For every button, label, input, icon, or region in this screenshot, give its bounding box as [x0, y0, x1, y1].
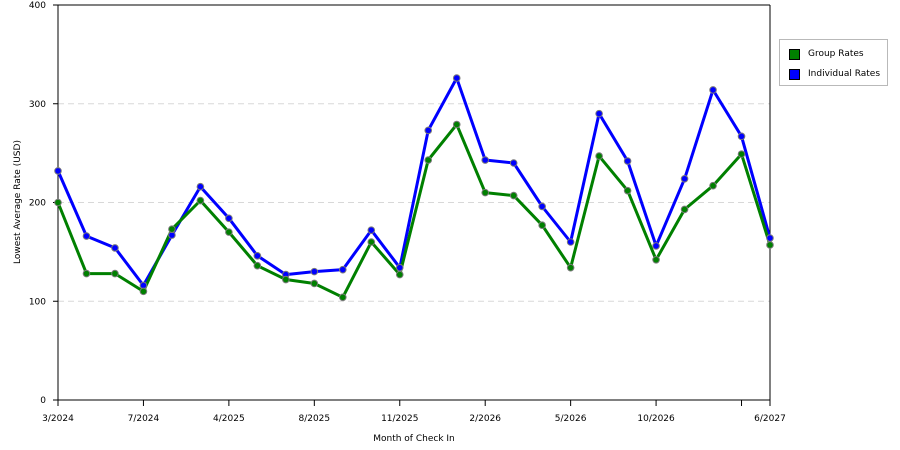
x-tick-label: 10/2026: [637, 414, 675, 424]
data-point-group-rates: [509, 191, 518, 200]
data-point-individual-rates: [595, 109, 603, 118]
y-axis-title: Lowest Average Rate (USD): [13, 140, 23, 264]
data-point-group-rates: [196, 196, 205, 205]
x-tick-label: 3/2024: [42, 414, 74, 424]
x-tick-label: 6/2027: [754, 414, 786, 424]
data-point-group-rates: [139, 287, 148, 296]
data-point-group-rates: [566, 263, 575, 272]
legend: Group Rates Individual Rates: [779, 39, 888, 86]
data-point-individual-rates: [652, 242, 660, 250]
x-tick-label: 8/2025: [298, 414, 330, 424]
data-point-group-rates: [367, 238, 376, 246]
data-point-group-rates: [82, 269, 91, 278]
data-point-group-rates: [680, 205, 689, 214]
series-line-individual-rates: [56, 76, 772, 287]
data-point-individual-rates: [196, 182, 205, 191]
data-point-individual-rates: [111, 244, 119, 252]
data-point-individual-rates: [680, 175, 689, 183]
data-point-group-rates: [111, 269, 119, 278]
data-point-group-rates: [395, 270, 404, 279]
x-axis-title: Month of Check In: [373, 434, 455, 444]
legend-item-group-rates: Group Rates: [789, 47, 864, 61]
data-point-group-rates: [481, 188, 490, 197]
series-lines: [56, 76, 772, 299]
data-point-group-rates: [424, 156, 433, 164]
data-point-individual-rates: [766, 234, 774, 242]
data-points: [54, 74, 774, 302]
data-point-individual-rates: [509, 159, 518, 167]
data-point-group-rates: [339, 293, 347, 302]
legend-label-group-rates: Group Rates: [808, 49, 864, 59]
data-point-individual-rates: [481, 156, 490, 164]
data-point-group-rates: [168, 225, 176, 233]
x-tick-label: 5/2026: [555, 414, 587, 424]
data-point-group-rates: [538, 221, 546, 230]
data-point-group-rates: [623, 186, 632, 195]
y-tick-label: 400: [29, 1, 46, 11]
data-point-group-rates: [54, 198, 62, 207]
data-point-individual-rates: [737, 132, 746, 141]
data-point-individual-rates: [367, 226, 376, 234]
data-point-individual-rates: [424, 126, 433, 135]
data-point-individual-rates: [566, 238, 575, 246]
data-point-individual-rates: [395, 263, 404, 272]
data-point-group-rates: [282, 275, 290, 284]
data-point-group-rates: [709, 181, 717, 190]
legend-swatch-green: [789, 48, 800, 60]
y-tick-label: 200: [29, 199, 46, 209]
data-point-group-rates: [225, 228, 233, 236]
y-tick-label: 300: [29, 100, 46, 110]
data-point-individual-rates: [310, 267, 319, 276]
data-point-group-rates: [310, 279, 319, 288]
data-point-individual-rates: [623, 157, 632, 165]
data-point-group-rates: [452, 120, 461, 129]
data-point-group-rates: [766, 241, 774, 249]
legend-item-individual-rates: Individual Rates: [789, 67, 880, 81]
x-tick-label: 2/2026: [469, 414, 501, 424]
axes: 0 100 200 300 400 3/2024 7/2024 4/2025 8/2025 11/…: [29, 1, 786, 424]
y-tick-label: 100: [29, 297, 46, 307]
data-point-individual-rates: [54, 167, 62, 175]
y-tick-label: 0: [40, 396, 46, 406]
x-tick-label: 4/2025: [213, 414, 245, 424]
x-tick-label: 11/2025: [381, 414, 418, 424]
data-point-group-rates: [737, 150, 746, 158]
x-tick-label: 7/2024: [128, 414, 160, 424]
data-point-individual-rates: [709, 86, 717, 94]
data-point-group-rates: [652, 255, 660, 264]
series-line-group-rates: [56, 123, 772, 299]
data-point-individual-rates: [253, 252, 262, 260]
data-point-group-rates: [595, 152, 603, 160]
legend-swatch-blue: [789, 68, 800, 80]
data-point-individual-rates: [82, 232, 91, 240]
legend-label-individual-rates: Individual Rates: [808, 69, 881, 79]
data-point-group-rates: [253, 261, 262, 270]
data-point-individual-rates: [538, 202, 546, 211]
data-point-individual-rates: [339, 265, 347, 274]
data-point-individual-rates: [452, 74, 461, 82]
data-point-individual-rates: [225, 214, 233, 223]
